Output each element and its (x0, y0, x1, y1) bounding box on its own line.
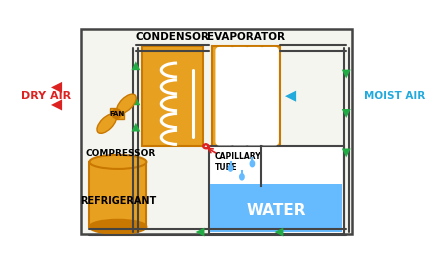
Text: REFRIGERANT: REFRIGERANT (80, 196, 156, 206)
Ellipse shape (228, 165, 233, 171)
Bar (212, 46, 280, 146)
FancyBboxPatch shape (246, 48, 263, 144)
Bar (142, 46, 203, 146)
Ellipse shape (250, 161, 255, 167)
Text: CONDENSOR: CONDENSOR (136, 32, 210, 43)
Bar (89, 162, 146, 227)
Bar (210, 184, 342, 232)
FancyBboxPatch shape (261, 48, 278, 144)
Ellipse shape (117, 94, 136, 114)
Ellipse shape (240, 174, 244, 180)
Text: WATER: WATER (246, 203, 306, 218)
Text: COMPRESSOR: COMPRESSOR (86, 149, 156, 158)
Circle shape (112, 109, 121, 118)
Bar (209, 146, 343, 234)
Ellipse shape (89, 155, 146, 169)
Ellipse shape (89, 220, 146, 234)
Bar (110, 109, 124, 119)
Text: DRY AIR: DRY AIR (20, 91, 71, 101)
Text: EVAPORATOR: EVAPORATOR (207, 32, 285, 43)
Text: FAN: FAN (109, 111, 124, 117)
Bar (81, 29, 352, 234)
Text: MOIST AIR: MOIST AIR (364, 91, 425, 101)
FancyBboxPatch shape (216, 48, 233, 144)
FancyBboxPatch shape (231, 48, 248, 144)
Text: CAPILLARY
TUBE: CAPILLARY TUBE (215, 152, 261, 172)
Ellipse shape (97, 114, 116, 133)
